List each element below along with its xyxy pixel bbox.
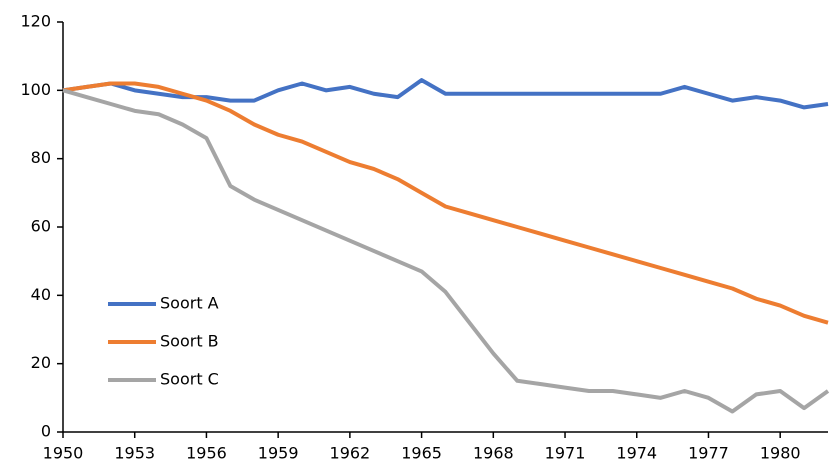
x-tick-label: 1950 [43,444,84,463]
x-tick-label: 1962 [330,444,371,463]
y-tick-label: 20 [31,353,51,372]
x-tick-label: 1977 [688,444,729,463]
x-tick-label: 1971 [545,444,586,463]
y-tick-label: 40 [31,285,51,304]
y-tick-label: 120 [20,12,51,31]
x-tick-label: 1974 [616,444,657,463]
legend-label: Soort A [160,294,219,313]
y-tick-label: 60 [31,217,51,236]
x-tick-label: 1968 [473,444,514,463]
x-tick-label: 1956 [186,444,227,463]
series-line [62,81,829,325]
x-tick-label: 1953 [114,444,155,463]
x-tick-label: 1965 [401,444,442,463]
y-tick-label: 80 [31,148,51,167]
x-tick-label: 1959 [258,444,299,463]
y-tick-label: 100 [20,80,51,99]
x-tick-label: 1980 [760,444,801,463]
legend-label: Soort B [160,332,219,351]
legend-label: Soort C [160,370,219,389]
series-line [62,88,830,414]
y-tick-label: 0 [41,422,51,441]
